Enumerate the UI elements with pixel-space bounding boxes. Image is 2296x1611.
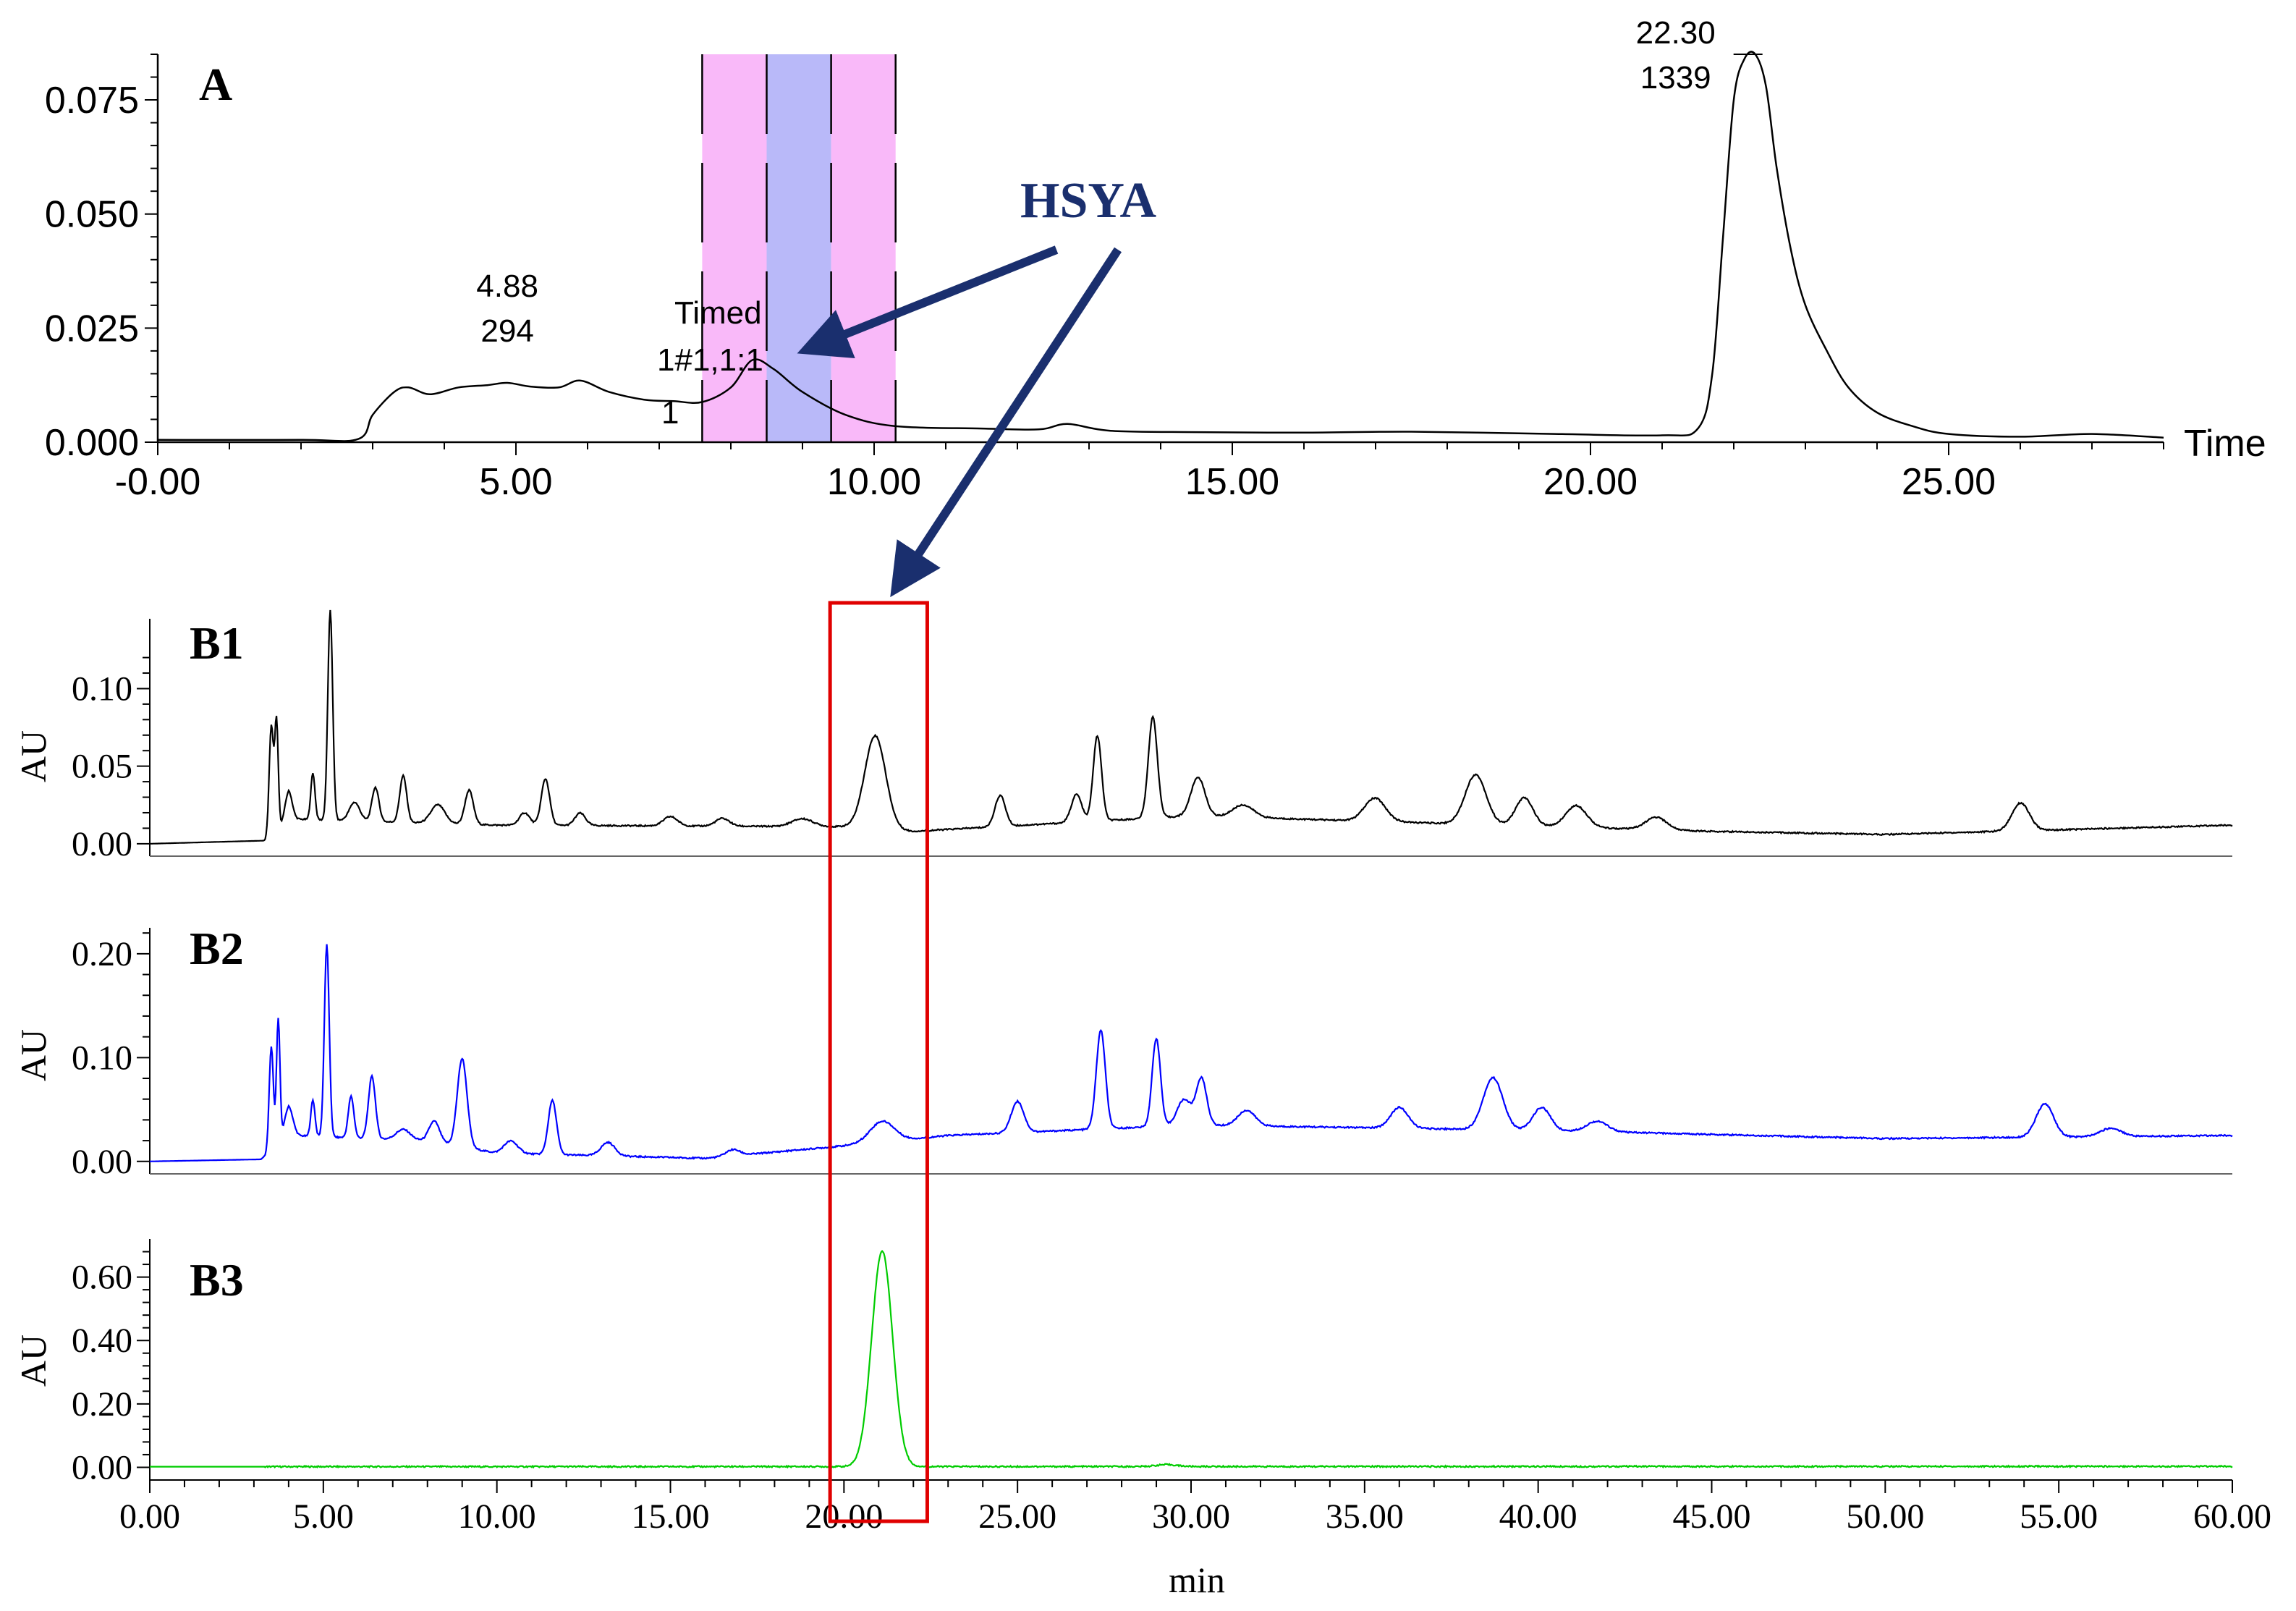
panel-b2-y-axis-title: AU: [13, 1029, 54, 1081]
panel-a-y-tick-label: 0.000: [45, 422, 139, 464]
panel-a-x-tick-label: 5.00: [479, 461, 552, 503]
panel-a-y-tick-label: 0.050: [45, 194, 139, 236]
panel-b3-y-axis-title: AU: [13, 1335, 54, 1387]
panel-b3-x-tick-label: 35.00: [1326, 1497, 1404, 1536]
panel-a-x-tick-label: 10.00: [827, 461, 921, 503]
panel-b2-chromatogram: 0.00 0.10 0.20 B2 AU: [13, 923, 2233, 1181]
timed-text-line-1: Timed: [674, 295, 762, 331]
panel-b1-y-tick-label: 0.05: [72, 748, 132, 786]
timed-region-2: [766, 54, 831, 442]
panel-b3-x-tick-label: 45.00: [1673, 1497, 1751, 1536]
panel-b2-y-tick-label: 0.10: [72, 1039, 132, 1077]
panel-b3-chromatogram: 0.00 0.20 0.40 0.60 0.00 5.00 10.00 15.00 20.00 2…: [13, 1239, 2271, 1600]
hsya-highlight-box: [828, 601, 929, 1523]
timed-text-line-2: 1#1,1:1: [657, 342, 763, 378]
panel-b3-y-tick-label: 0.60: [72, 1259, 132, 1297]
panel-b1-trace: [150, 609, 2233, 845]
panel-b3-y-tick-label: 0.40: [72, 1322, 132, 1360]
panel-a-x-tick-label: 15.00: [1185, 461, 1279, 503]
panel-b3-x-tick-label: 15.00: [632, 1497, 710, 1536]
peak-label-2: 22.30: [1636, 15, 1716, 51]
panel-b1-ticks: 0.00 0.05 0.10: [72, 656, 150, 863]
panel-b3-y-tick-label: 0.20: [72, 1385, 132, 1424]
panel-a-chromatogram: 0.000 0.025 0.050 0.075 -0.00 5.00 10.00 15.00 2…: [45, 15, 2266, 503]
panel-a-y-tick-label: 0.025: [45, 308, 139, 350]
panel-label-b3: B3: [190, 1254, 244, 1306]
timed-regions: [701, 54, 897, 442]
panel-b2-y-tick-label: 0.00: [72, 1143, 132, 1181]
panel-b3-x-tick-label: 40.00: [1499, 1497, 1577, 1536]
hsya-annotation: HSYA: [797, 173, 1157, 598]
peak-label-1: 294: [480, 313, 533, 349]
panel-b3-x-tick-label: 25.00: [978, 1497, 1056, 1536]
timed-region-3: [831, 54, 896, 442]
panel-b3-x-tick-label: 0.00: [119, 1497, 180, 1536]
panel-b3-axes: [149, 1239, 2232, 1481]
arrow-to-panel-a: [797, 245, 1059, 359]
timed-event-text: Timed 1#1,1:1 1: [657, 295, 763, 431]
panel-b3-x-tick-label: 30.00: [1152, 1497, 1230, 1536]
panel-b3-x-tick-label: 55.00: [2020, 1497, 2098, 1536]
panel-a-y-tick-label: 0.075: [45, 80, 139, 122]
peak-label-1: 4.88: [476, 268, 538, 304]
panel-a-trace: [157, 51, 2164, 442]
panel-b3-ticks: 0.00 0.20 0.40 0.60 0.00 5.00 10.00 15.00 20.00 2…: [72, 1251, 2271, 1536]
timed-text-line-3: 1: [661, 395, 679, 431]
panel-b2-ticks: 0.00 0.10 0.20: [72, 932, 150, 1181]
panel-b1-chromatogram: 0.00 0.05 0.10 B1 AU: [13, 609, 2233, 863]
panel-b1-y-axis-title: AU: [13, 730, 54, 782]
panel-b1-y-tick-label: 0.10: [72, 669, 132, 708]
panel-b1-axes: [149, 619, 2232, 857]
timed-region-1: [702, 54, 767, 442]
panel-b3-x-tick-label: 10.00: [458, 1497, 536, 1536]
panel-b1-y-tick-label: 0.00: [72, 825, 132, 863]
panel-label-b1: B1: [190, 617, 244, 669]
panel-b3-x-axis-title: min: [1169, 1560, 1225, 1600]
arrow-to-panel-b: [890, 247, 1122, 598]
panel-label-a: A: [199, 59, 232, 110]
panel-a-x-tick-label: -0.00: [115, 461, 201, 503]
panel-b2-trace: [150, 944, 2233, 1162]
panel-b3-trace: [150, 1249, 2233, 1469]
panel-b3-x-tick-label: 5.00: [293, 1497, 354, 1536]
panel-b3-y-tick-label: 0.00: [72, 1448, 132, 1487]
panel-a-peak-labels: 4.88 294 22.30 1339: [476, 15, 1763, 349]
panel-a-axes: [156, 54, 2164, 444]
panel-a-ticks: 0.000 0.025 0.050 0.075 -0.00 5.00 10.00 15.00 2…: [45, 54, 2164, 503]
panel-a-x-tick-label: 20.00: [1543, 461, 1638, 503]
panel-b2-axes: [149, 928, 2232, 1175]
hsya-label: HSYA: [1020, 173, 1157, 229]
peak-label-2: 1339: [1640, 60, 1711, 96]
panel-b3-x-tick-label: 60.00: [2193, 1497, 2271, 1536]
panel-b2-y-tick-label: 0.20: [72, 935, 132, 973]
panel-a-x-axis-title: Time: [2184, 423, 2266, 465]
panel-b3-x-tick-label: 50.00: [1846, 1497, 1924, 1536]
panel-b3-x-tick-label: 20.00: [805, 1497, 883, 1536]
panel-label-b2: B2: [190, 923, 244, 974]
panel-a-x-tick-label: 25.00: [1902, 461, 1996, 503]
